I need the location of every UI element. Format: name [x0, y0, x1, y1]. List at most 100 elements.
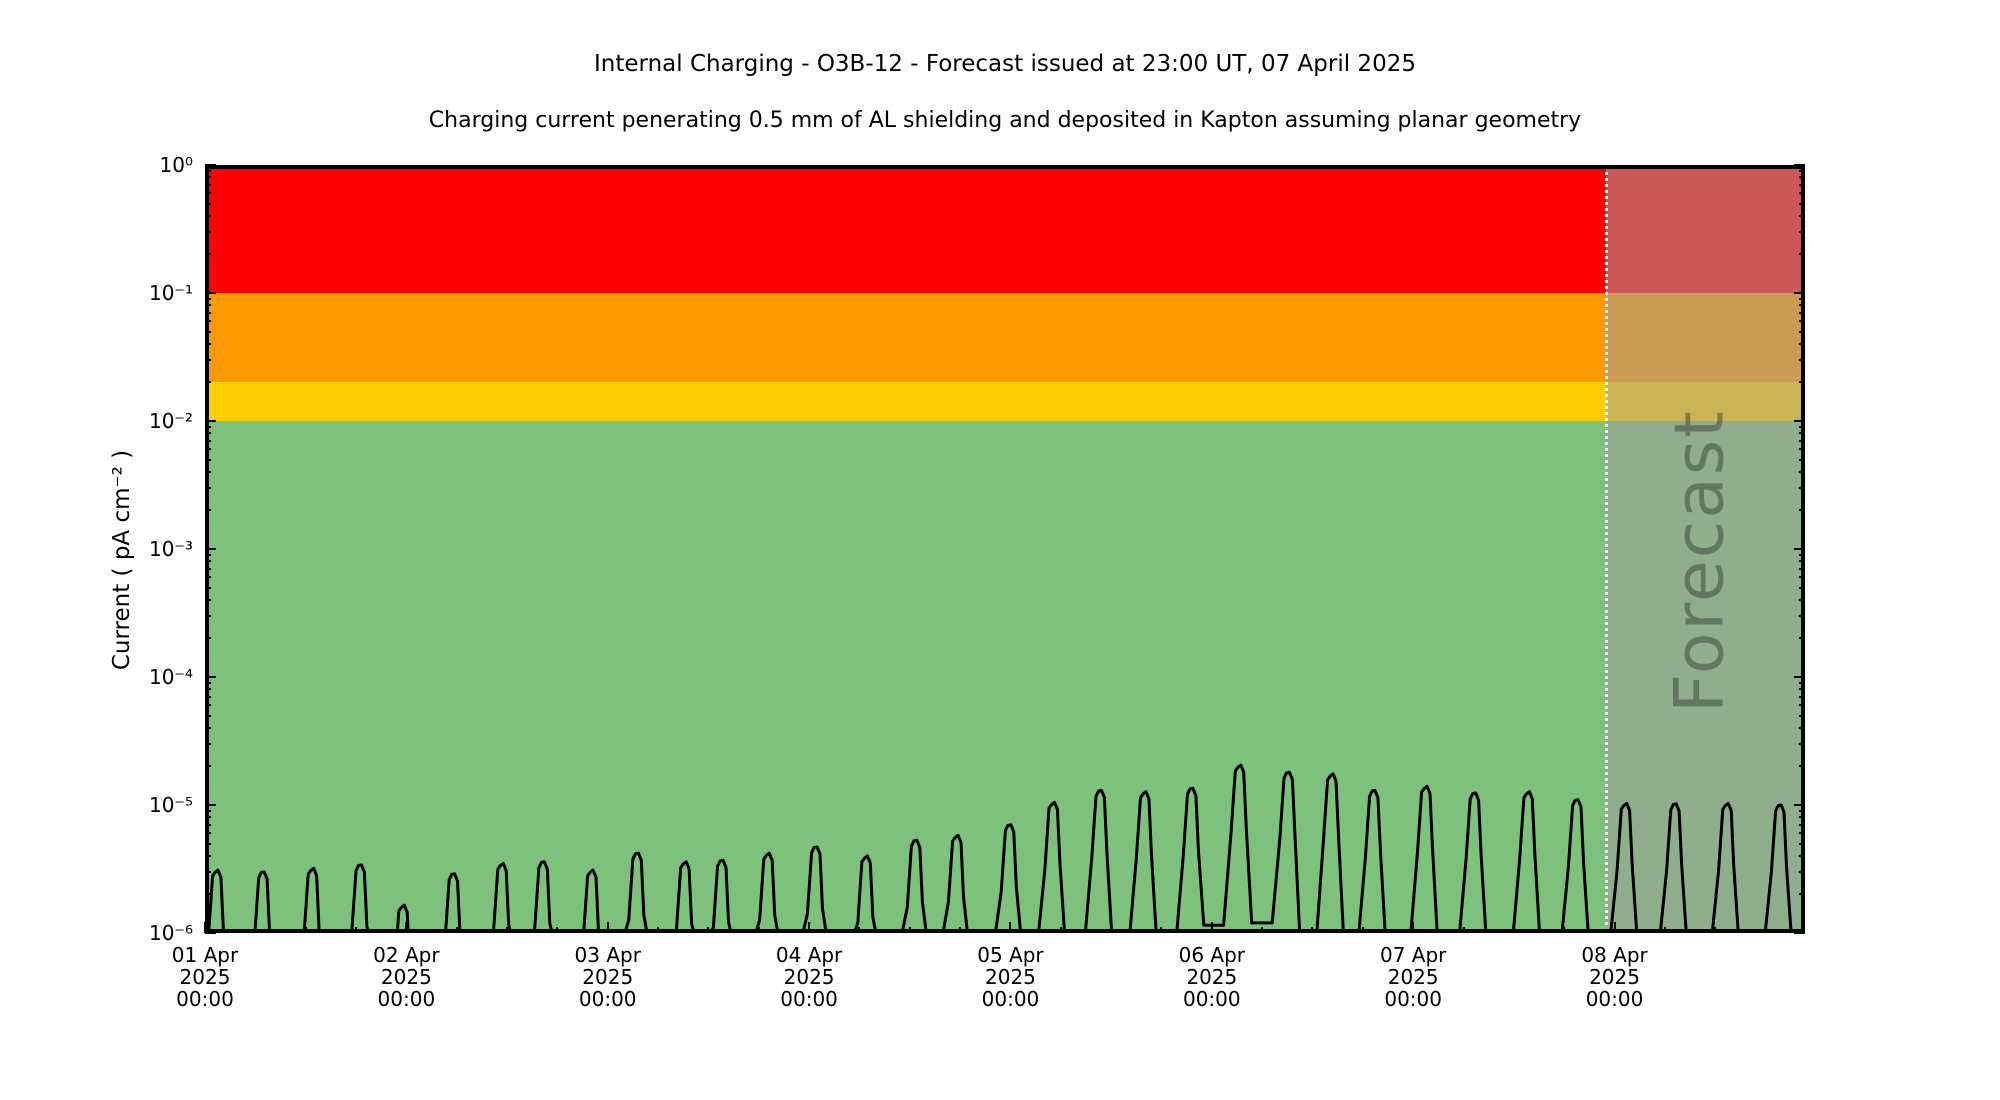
x-tick-label: 06 Apr 2025 00:00 — [1178, 943, 1246, 1011]
y-minor-tick — [1799, 765, 1805, 768]
y-minor-tick — [205, 695, 211, 698]
y-minor-tick — [205, 637, 211, 640]
y-minor-tick — [1799, 567, 1805, 570]
data-curve — [207, 763, 1793, 933]
y-minor-tick — [205, 854, 211, 857]
y-minor-tick — [205, 560, 211, 563]
x-minor-tick — [707, 927, 710, 933]
y-tick-label: 10⁻³ — [148, 537, 193, 561]
y-minor-tick — [1799, 598, 1805, 601]
y-minor-tick — [1799, 470, 1805, 473]
x-minor-tick — [1663, 927, 1666, 933]
y-minor-tick — [1799, 726, 1805, 729]
y-major-tick — [205, 164, 216, 166]
forecast-divider-line — [1604, 165, 1608, 933]
y-minor-tick — [1799, 714, 1805, 717]
y-minor-tick — [205, 176, 211, 179]
x-minor-tick — [1512, 927, 1515, 933]
x-minor-tick — [556, 927, 559, 933]
y-minor-tick — [205, 714, 211, 717]
x-tick-label: 05 Apr 2025 00:00 — [977, 943, 1044, 1011]
threshold-bands — [205, 165, 1805, 933]
y-minor-tick — [1799, 870, 1805, 873]
x-minor-tick — [757, 927, 760, 933]
x-minor-tick — [959, 927, 962, 933]
y-minor-tick — [205, 842, 211, 845]
y-minor-tick — [205, 425, 211, 428]
x-minor-tick — [1714, 927, 1717, 933]
x-major-tick — [1613, 922, 1616, 933]
x-tick-label: 01 Apr 2025 00:00 — [171, 943, 239, 1011]
y-minor-tick — [205, 439, 211, 442]
y-minor-tick — [1799, 432, 1805, 435]
x-minor-tick — [1462, 927, 1465, 933]
x-minor-tick — [1764, 927, 1767, 933]
x-major-tick — [204, 922, 206, 933]
x-minor-tick — [1261, 927, 1264, 933]
y-minor-tick — [205, 358, 211, 361]
y-major-tick — [205, 676, 216, 678]
y-major-tick — [1794, 676, 1805, 678]
y-minor-tick — [1799, 214, 1805, 217]
y-minor-tick — [205, 598, 211, 601]
plot-area: Forecast — [204, 164, 1805, 934]
x-major-tick — [1412, 922, 1415, 933]
y-minor-tick — [1799, 320, 1805, 323]
y-minor-tick — [1799, 358, 1805, 361]
y-minor-tick — [1799, 342, 1805, 345]
axis-ticks — [204, 164, 1805, 934]
y-minor-tick — [1799, 230, 1805, 233]
y-minor-tick — [205, 893, 211, 896]
x-tick-label: 03 Apr 2025 00:00 — [574, 943, 641, 1011]
y-minor-tick — [205, 509, 211, 512]
y-major-tick — [205, 932, 216, 934]
y-major-tick — [1794, 548, 1805, 550]
y-major-tick — [205, 548, 216, 550]
x-tick-label: 08 Apr 2025 00:00 — [1581, 943, 1648, 1011]
x-minor-tick — [355, 927, 358, 933]
y-minor-tick — [1799, 823, 1805, 826]
y-minor-tick — [205, 192, 211, 195]
y-major-tick — [1794, 164, 1805, 166]
threshold-band-orange — [205, 293, 1805, 383]
threshold-band-red — [205, 165, 1805, 293]
y-minor-tick — [205, 470, 211, 473]
y-minor-tick — [1799, 614, 1805, 617]
x-major-tick — [808, 922, 811, 933]
y-minor-tick — [1799, 809, 1805, 812]
forecast-overlay: Forecast — [1606, 165, 1805, 933]
y-major-tick — [205, 420, 216, 422]
y-minor-tick — [1799, 311, 1805, 314]
y-minor-tick — [1799, 192, 1805, 195]
y-minor-tick — [1799, 486, 1805, 489]
y-minor-tick — [205, 809, 211, 812]
y-major-tick — [1794, 932, 1805, 934]
y-minor-tick — [205, 553, 211, 556]
y-minor-tick — [205, 576, 211, 579]
figure-subtitle: Charging current penerating 0.5 mm of AL… — [428, 108, 1582, 133]
y-minor-tick — [205, 765, 211, 768]
y-minor-tick — [1799, 458, 1805, 461]
x-minor-tick — [858, 927, 861, 933]
y-minor-tick — [205, 320, 211, 323]
y-minor-tick — [205, 311, 211, 314]
y-minor-tick — [205, 304, 211, 307]
y-minor-tick — [205, 704, 211, 707]
charging-current-line — [207, 763, 1793, 933]
y-minor-tick — [1799, 425, 1805, 428]
y-minor-tick — [205, 681, 211, 684]
y-minor-tick — [205, 567, 211, 570]
x-major-tick — [606, 922, 609, 933]
y-minor-tick — [205, 823, 211, 826]
y-minor-tick — [1799, 842, 1805, 845]
y-major-tick — [205, 804, 216, 806]
y-minor-tick — [205, 214, 211, 217]
y-minor-tick — [205, 202, 211, 205]
y-minor-tick — [1799, 253, 1805, 256]
x-minor-tick — [1311, 927, 1314, 933]
y-minor-tick — [1799, 183, 1805, 186]
y-major-tick — [1794, 420, 1805, 422]
x-minor-tick — [455, 927, 458, 933]
x-minor-tick — [1160, 927, 1163, 933]
